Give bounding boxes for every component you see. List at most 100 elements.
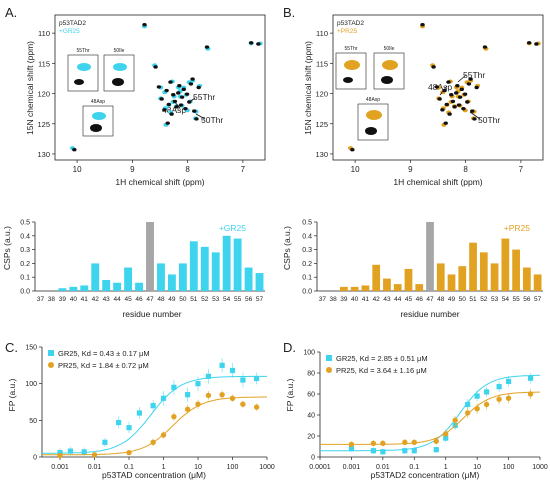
inset-peak-ligand	[344, 60, 360, 70]
nmr-spectrum-pr25: p53TAD2 +PR25 1H chemical shift (ppm) 15…	[303, 14, 544, 187]
data-point	[136, 410, 143, 416]
peak-reference	[165, 121, 170, 125]
inset-label: 55Thr	[344, 46, 357, 52]
inset-label: 50Ile	[114, 48, 125, 54]
peak-reference	[420, 22, 425, 27]
inset-peak-ligand	[366, 110, 382, 120]
bar-residue-48	[157, 263, 165, 291]
data-point	[411, 439, 417, 445]
data-point	[474, 393, 480, 399]
legend-marker	[48, 362, 54, 368]
peak-reference	[482, 45, 488, 49]
data-point	[240, 401, 246, 407]
peak-reference	[176, 91, 181, 95]
data-point	[254, 375, 260, 382]
x-tick-label: 40	[351, 296, 359, 303]
bar-residue-43	[102, 279, 111, 291]
inset-50ile: 50Ile	[103, 48, 135, 92]
x-tick-label: 46	[416, 296, 424, 303]
panel-label-c: C.	[5, 340, 18, 355]
data-point	[160, 395, 167, 401]
x-tick-label: 49	[448, 296, 456, 303]
annotation-arrow	[187, 97, 196, 104]
peak-reference	[444, 102, 450, 107]
peak-reference	[470, 109, 475, 113]
y-tick-label: 20	[307, 434, 315, 441]
bar-residue-57	[255, 273, 264, 291]
x-axis-label: p53TAD concentration (μM)	[102, 470, 206, 480]
x-tick-label: 0.01	[376, 464, 390, 471]
fp-binding-curve-d: p53TAD2 concentration (μM) FP (a.u.) 0.0…	[285, 350, 548, 481]
bar-residue-52	[479, 252, 488, 291]
peak-reference	[177, 83, 182, 88]
bar-residue-39	[340, 286, 348, 291]
y-tick-label: 120	[37, 90, 50, 99]
data-point	[150, 439, 156, 446]
data-point	[483, 401, 490, 408]
bar-residue-47	[426, 222, 434, 291]
data-point	[184, 406, 191, 413]
peak-reference	[431, 65, 436, 69]
legend-label: +GR25	[219, 223, 246, 233]
data-point	[380, 440, 386, 447]
x-axis-label: 1H chemical shift (ppm)	[393, 177, 482, 187]
data-point	[433, 447, 439, 453]
data-point	[496, 396, 502, 402]
inset-48asp: 48Asp	[82, 99, 114, 137]
x-tick-label: 51	[469, 296, 477, 303]
peak-reference	[153, 65, 158, 69]
y-tick-label: 0.2	[20, 261, 30, 268]
x-tick-label: 47	[426, 296, 434, 303]
data-point	[402, 448, 408, 454]
y-axis-label: CSPs (a.u.)	[282, 226, 292, 270]
peak-reference	[350, 148, 355, 152]
plot-frame	[54, 14, 266, 161]
bar-residue-42	[91, 263, 100, 291]
plot-frame	[332, 14, 544, 161]
x-tick-label: 38	[330, 296, 338, 303]
bar-residue-52	[200, 246, 209, 291]
x-tick-label: 51	[190, 296, 198, 303]
x-tick-label: 37	[37, 296, 45, 303]
inset-label: 55Thr	[76, 48, 89, 54]
legend-marker	[48, 350, 54, 356]
peak-reference	[456, 103, 462, 107]
y-axis-label: 15N chemical shift (ppm)	[25, 41, 35, 135]
data-point	[160, 432, 167, 438]
bar-residue-56	[522, 267, 531, 291]
legend-ligand: +PR25	[337, 28, 357, 35]
data-point	[126, 449, 132, 456]
peak-reference	[256, 42, 261, 46]
peak-reference	[447, 112, 452, 116]
x-tick-label: 42	[373, 296, 381, 303]
x-axis-label: residue number	[122, 309, 181, 319]
data-point	[229, 395, 236, 402]
peak-reference	[192, 109, 197, 113]
bar-residue-45	[124, 267, 133, 291]
peak-reference	[184, 92, 190, 96]
legend-ligand: +GR25	[59, 28, 80, 35]
bar-residue-55	[233, 238, 242, 291]
peak-reference	[190, 77, 195, 81]
bar-residue-51	[189, 241, 198, 291]
data-point	[102, 439, 108, 445]
x-tick-label: 41	[81, 296, 89, 303]
inset-frame	[335, 52, 367, 90]
data-point	[195, 381, 201, 387]
fit-curve	[320, 374, 541, 452]
y-tick-label: 125	[315, 120, 328, 129]
data-point	[67, 448, 74, 454]
data-point	[81, 449, 87, 455]
data-point	[91, 452, 98, 458]
x-tick-label: 10	[73, 165, 82, 174]
bar-residue-49	[447, 274, 456, 291]
data-point	[150, 403, 156, 409]
x-tick-label: 54	[223, 296, 231, 303]
data-point	[126, 425, 132, 431]
peak-reference	[183, 106, 188, 111]
legend-reference: p53TAD2	[59, 20, 86, 27]
x-tick-label: 0.1	[124, 464, 134, 471]
peak-reference	[466, 82, 472, 86]
peak-reference	[188, 82, 194, 86]
data-point	[496, 384, 502, 390]
